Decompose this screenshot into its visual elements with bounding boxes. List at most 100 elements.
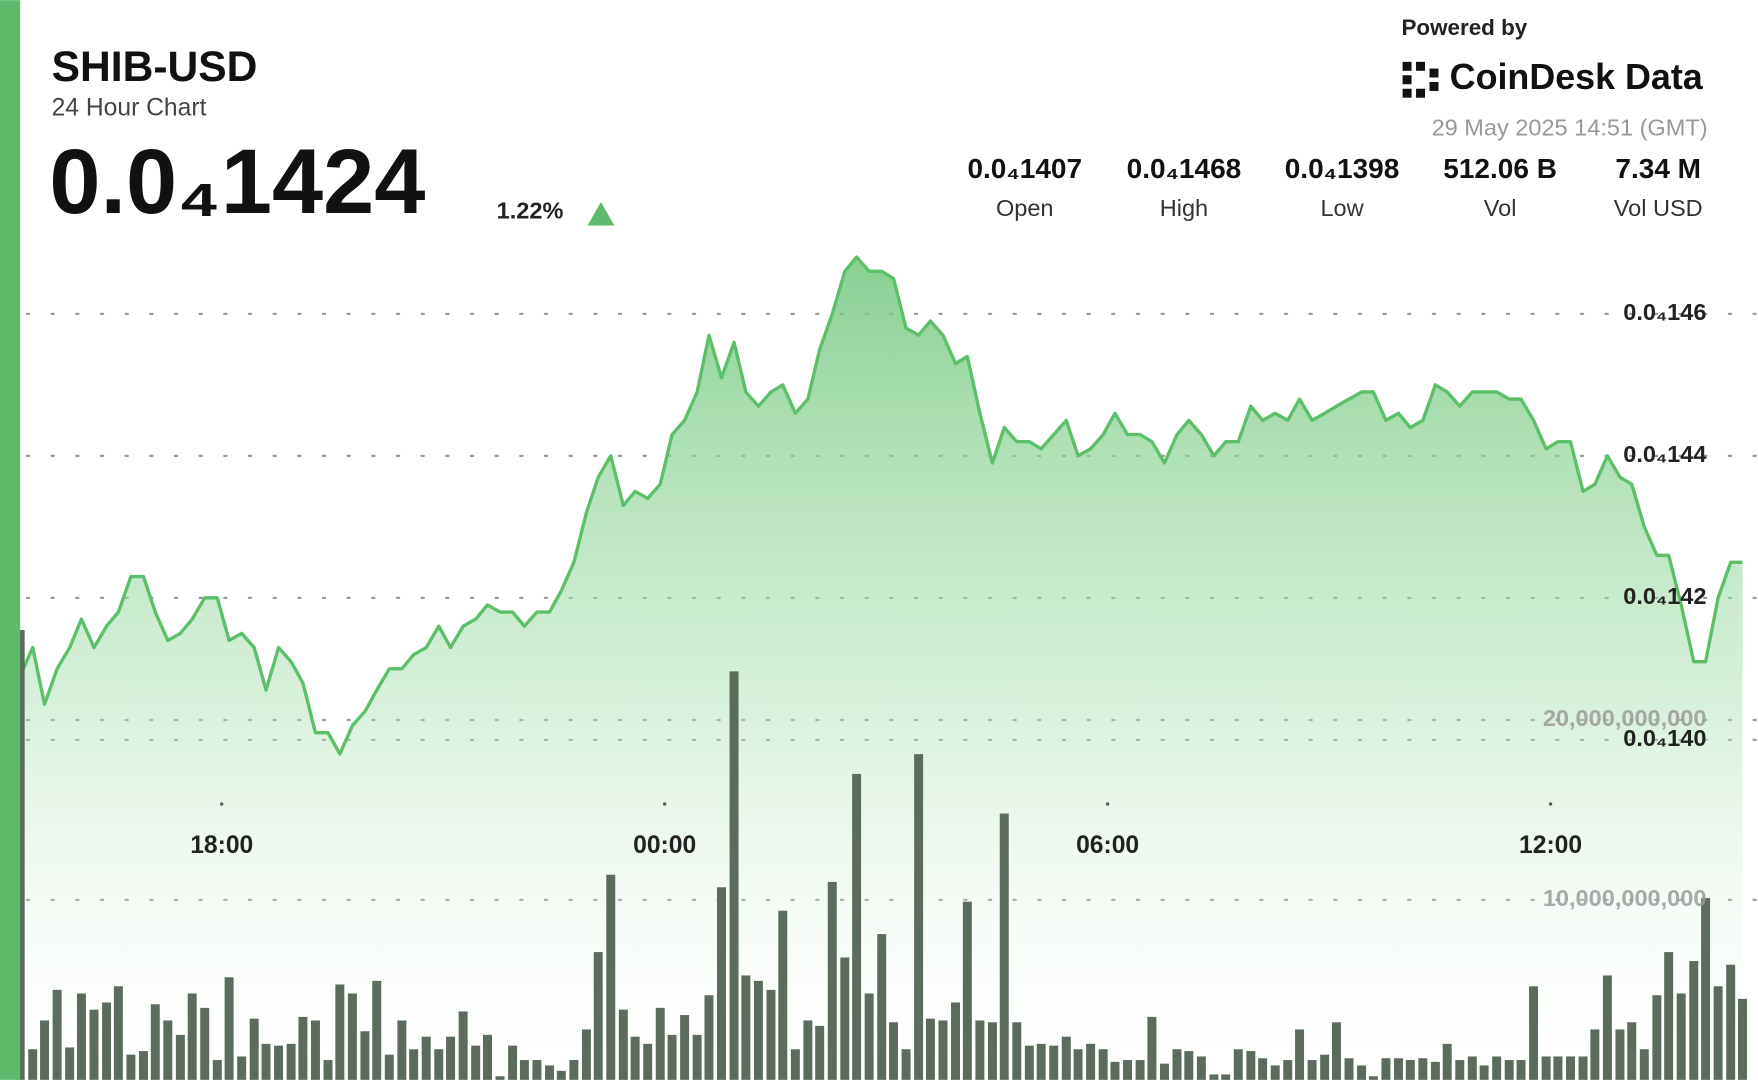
volume-bar — [1012, 1022, 1022, 1080]
volume-bar — [766, 989, 776, 1080]
volume-bar — [1221, 1074, 1231, 1080]
volume-bar — [827, 881, 837, 1080]
volume-bar — [975, 1020, 985, 1080]
volume-bar — [249, 1018, 259, 1080]
volume-bar — [1135, 1060, 1145, 1080]
volume-bar — [1726, 964, 1736, 1080]
volume-bar — [840, 957, 850, 1080]
volume-bar — [790, 1049, 800, 1080]
y-tick-label: 0.0₄146 — [1623, 299, 1706, 325]
volume-bar — [458, 1011, 468, 1080]
volume-bar — [347, 993, 357, 1080]
volume-bar — [1442, 1043, 1452, 1080]
volume-bar — [1504, 1060, 1514, 1080]
volume-bar — [200, 1007, 210, 1080]
volume-bar — [372, 980, 382, 1080]
plot-area: 0.0₄140 0.0₄142 0.0₄144 0.0₄146 10,000,000,0… — [15, 255, 1758, 1080]
volume-bar — [409, 1049, 419, 1080]
volume-bar — [434, 1049, 444, 1080]
volume-bar — [1036, 1043, 1046, 1080]
volume-bar — [864, 993, 874, 1080]
volume-bar — [630, 1036, 640, 1080]
volume-bar — [446, 1036, 456, 1080]
volume-bar — [187, 993, 197, 1080]
volume-bar — [1295, 1029, 1305, 1080]
volume-bar — [1073, 1049, 1083, 1080]
volume-bar — [1123, 1060, 1133, 1080]
stat-value: 0.0₄1398 — [1285, 153, 1400, 184]
volume-bar — [138, 1051, 148, 1080]
volume-bar — [1738, 998, 1747, 1080]
volume-bar — [1357, 1065, 1367, 1080]
x-tick-label: 12:00 — [1519, 832, 1582, 859]
volume-bar — [1049, 1045, 1059, 1080]
volume-bar — [1701, 898, 1711, 1080]
volume-bar — [421, 1036, 431, 1080]
volume-bar — [1283, 1060, 1293, 1080]
volume-bar — [126, 1054, 136, 1080]
volume-bar — [1196, 1056, 1206, 1080]
volume-bar — [397, 1020, 407, 1080]
y-tick-label: 0.0₄144 — [1623, 441, 1706, 467]
volume-bar — [175, 1034, 185, 1080]
volume-bar — [532, 1060, 542, 1080]
volume-bar — [667, 1034, 677, 1080]
volume-bar — [704, 995, 714, 1080]
y2-tick-label: 20,000,000,000 — [1543, 705, 1707, 731]
volume-bar — [150, 1004, 160, 1080]
volume-bar — [274, 1045, 284, 1080]
volume-bar — [1086, 1043, 1096, 1080]
volume-bar — [1172, 1049, 1182, 1080]
accent-bar — [0, 0, 21, 1080]
volume-bar — [471, 1045, 481, 1080]
volume-bar — [76, 993, 86, 1080]
volume-bar — [1455, 1060, 1465, 1080]
volume-bar — [1479, 1065, 1489, 1080]
change: 1.22% — [497, 197, 564, 223]
volume-bar — [1393, 1058, 1403, 1080]
x-tick — [1105, 802, 1110, 806]
volume-bar — [1529, 986, 1539, 1080]
volume-bar — [545, 1065, 554, 1080]
volume-bar — [1639, 1049, 1649, 1080]
up-arrow — [587, 201, 615, 226]
volume-bar — [1405, 1060, 1415, 1080]
volume-bar — [323, 1060, 333, 1080]
volume-bar — [52, 989, 62, 1080]
volume-bar — [593, 952, 603, 1080]
volume-bar — [261, 1043, 271, 1080]
volume-bar — [1516, 1060, 1526, 1080]
volume-bar — [310, 1020, 320, 1080]
volume-bar — [753, 980, 763, 1080]
volume-bar — [508, 1045, 518, 1080]
volume-bar — [717, 887, 726, 1080]
volume-bar — [102, 1002, 112, 1080]
y-tick-label: 0.0₄142 — [1623, 583, 1706, 609]
price-area — [20, 257, 1743, 1080]
volume-bar — [815, 1025, 825, 1080]
volume-bar — [1713, 986, 1723, 1080]
volume-bar — [65, 1047, 75, 1080]
brand-logo — [1402, 61, 1439, 98]
volume-bar — [1664, 952, 1674, 1080]
volume-bar — [1430, 1061, 1440, 1080]
x-tick-label: 06:00 — [1076, 832, 1139, 859]
powered-by: Powered by — [1401, 15, 1527, 40]
volume-bar — [877, 934, 887, 1080]
volume-bar — [581, 1029, 591, 1080]
volume-bar — [556, 1070, 566, 1080]
data — [15, 255, 1747, 1080]
subtitle: 24 Hour Chart — [52, 94, 207, 121]
volume-bar — [519, 1060, 529, 1080]
x-tick — [1548, 802, 1553, 806]
stat-label: Vol USD — [1614, 195, 1703, 221]
volume-bar — [852, 773, 862, 1080]
volume-bar — [618, 1009, 628, 1080]
volume-bar — [1246, 1051, 1256, 1080]
x-tick — [220, 802, 224, 806]
volume-bar — [1590, 1029, 1600, 1080]
volume-bar — [1258, 1058, 1268, 1080]
volume-bar — [1061, 1036, 1071, 1080]
volume-bar — [729, 671, 739, 1080]
